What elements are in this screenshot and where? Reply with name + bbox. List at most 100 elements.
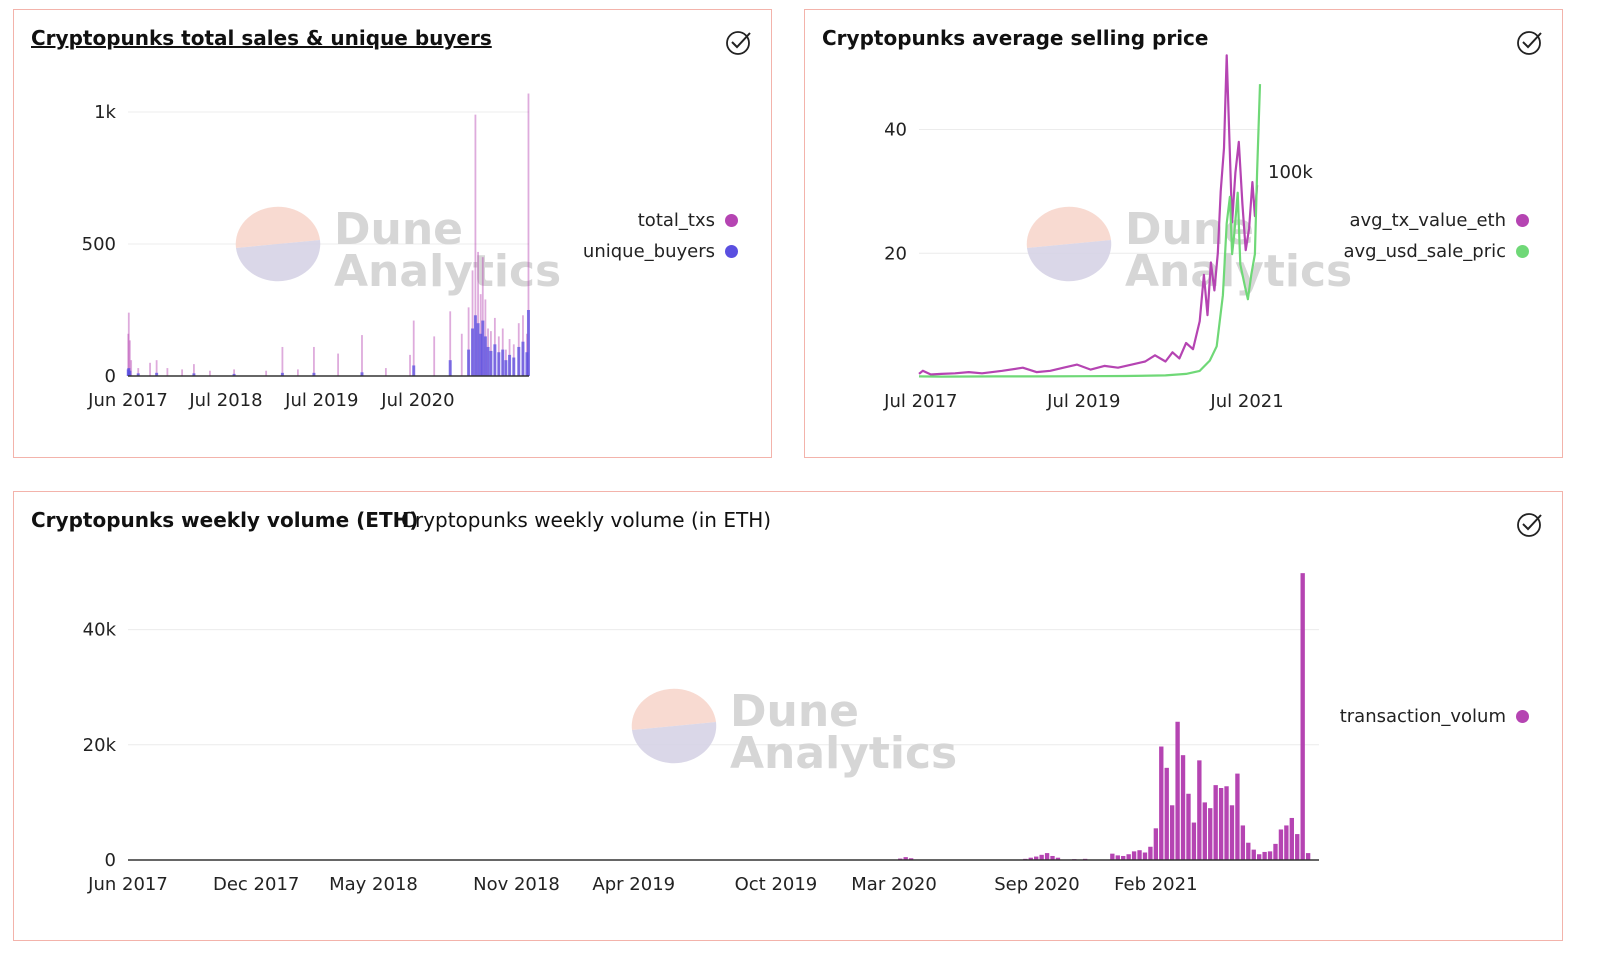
price-legend: avg_tx_value_eth avg_usd_sale_pric <box>1343 205 1529 267</box>
y2-tick-label: 100k <box>1268 162 1313 183</box>
bar-transaction-volume <box>1039 854 1044 860</box>
y-tick-label: 0 <box>105 366 116 387</box>
bar-transaction-volume <box>1213 785 1218 860</box>
line-avg-tx-value-eth <box>918 54 1259 376</box>
bar-total-txs <box>481 257 484 376</box>
bar-total-txs <box>130 360 133 376</box>
bar-transaction-volume <box>908 858 914 860</box>
bar-total-txs <box>471 270 474 376</box>
bar-unique-buyers <box>360 372 364 376</box>
volume-legend: transaction_volum <box>1340 701 1529 732</box>
bar-transaction-volume <box>1110 853 1115 860</box>
bar-total-txs <box>361 335 363 376</box>
bar-unique-buyers <box>481 320 485 376</box>
bar-unique-buyers <box>312 372 316 376</box>
x-tick-label: Jul 2019 <box>284 390 358 411</box>
price-chart-title: Cryptopunks average selling price <box>822 26 1209 50</box>
legend-item-total-txs[interactable]: total_txs <box>583 205 738 236</box>
bar-unique-buyers <box>489 350 493 376</box>
bar-unique-buyers <box>508 354 512 376</box>
bar-transaction-volume <box>1202 802 1207 860</box>
legend-item-avg-usd-sale-price[interactable]: avg_usd_sale_pric <box>1343 236 1529 267</box>
check-circle-icon[interactable] <box>725 28 753 56</box>
x-tick-label: Jul 2019 <box>1046 391 1120 412</box>
bar-unique-buyers <box>526 310 530 376</box>
bar-unique-buyers <box>517 346 521 376</box>
bar-total-txs <box>233 369 235 376</box>
x-tick-label: Mar 2020 <box>851 874 937 895</box>
bar-unique-buyers <box>479 333 483 376</box>
watermark-logo-top <box>631 688 716 730</box>
legend-item-transaction-volume[interactable]: transaction_volum <box>1340 701 1529 732</box>
y-tick-label: 40k <box>83 620 117 641</box>
bar-unique-buyers <box>525 352 529 376</box>
x-tick-label: Jul 2017 <box>883 391 957 412</box>
legend-dot <box>1516 214 1529 227</box>
bar-transaction-volume <box>1289 817 1294 860</box>
bar-total-txs <box>127 312 130 376</box>
bar-unique-buyers <box>192 373 196 376</box>
bar-transaction-volume <box>1251 849 1256 860</box>
line-avg-usd-sale-price <box>918 84 1262 378</box>
legend-item-avg-tx-value-eth[interactable]: avg_tx_value_eth <box>1343 205 1529 236</box>
x-tick-label: Jul 2020 <box>380 390 454 411</box>
y-tick-label: 40 <box>884 120 907 141</box>
price-panel: Cryptopunks average selling price avg_tx… <box>804 9 1563 458</box>
watermark-text-line1: Dune <box>730 686 859 737</box>
sales-panel: Cryptopunks total sales & unique buyers … <box>13 9 772 458</box>
watermark-logo-bottom <box>236 240 321 282</box>
volume-panel: Cryptopunks weekly volume (ETH) Cryptopu… <box>13 491 1563 941</box>
bar-transaction-volume <box>1055 857 1061 860</box>
watermark-text-line2: Analytics <box>730 728 957 779</box>
bar-transaction-volume <box>1153 828 1159 860</box>
bar-unique-buyers <box>483 336 487 376</box>
bar-total-txs <box>149 362 151 376</box>
bar-transaction-volume <box>1284 825 1289 860</box>
sales-chart-title[interactable]: Cryptopunks total sales & unique buyers <box>31 26 492 50</box>
check-circle-icon[interactable] <box>1516 510 1544 538</box>
y-tick-label: 0 <box>105 850 116 871</box>
bar-transaction-volume <box>1224 786 1229 860</box>
bar-transaction-volume <box>1208 808 1213 860</box>
legend-label: transaction_volum <box>1339 706 1506 727</box>
bar-unique-buyers <box>473 315 477 376</box>
bar-transaction-volume <box>1034 856 1039 860</box>
bar-transaction-volume <box>1142 852 1148 860</box>
watermark-text-line1: Dune <box>334 204 463 255</box>
legend-dot <box>725 214 738 227</box>
bar-transaction-volume <box>1218 788 1224 860</box>
bar-transaction-volume <box>1131 851 1137 860</box>
bar-unique-buyers <box>521 341 525 376</box>
bar-transaction-volume <box>1229 805 1235 860</box>
bar-unique-buyers <box>467 349 471 376</box>
bar-total-txs <box>449 311 452 376</box>
legend-dot <box>1516 710 1529 723</box>
bar-transaction-volume <box>1273 843 1278 860</box>
bar-total-txs <box>155 360 158 376</box>
bar-total-txs <box>127 333 130 376</box>
bar-unique-buyers <box>412 365 416 376</box>
bar-total-txs <box>166 368 169 376</box>
y-tick-label: 500 <box>82 234 116 255</box>
bar-transaction-volume <box>1191 822 1197 860</box>
bar-unique-buyers <box>501 349 505 376</box>
bar-transaction-volume <box>1126 854 1131 860</box>
legend-label: avg_tx_value_eth <box>1349 210 1506 231</box>
bar-unique-buyers <box>232 373 236 376</box>
y-tick-label: 20k <box>83 735 117 756</box>
bar-transaction-volume <box>1044 853 1050 860</box>
bar-total-txs <box>527 93 530 377</box>
watermark-logo-top <box>1026 206 1111 248</box>
x-tick-label: May 2018 <box>329 874 418 895</box>
watermark-text-line2: Analytics <box>1125 246 1352 297</box>
bar-total-txs <box>128 340 131 376</box>
bar-total-txs <box>297 369 299 376</box>
bar-transaction-volume <box>1240 825 1246 860</box>
legend-item-unique-buyers[interactable]: unique_buyers <box>583 236 738 267</box>
check-circle-icon[interactable] <box>1516 28 1544 56</box>
bar-transaction-volume <box>1295 834 1300 860</box>
